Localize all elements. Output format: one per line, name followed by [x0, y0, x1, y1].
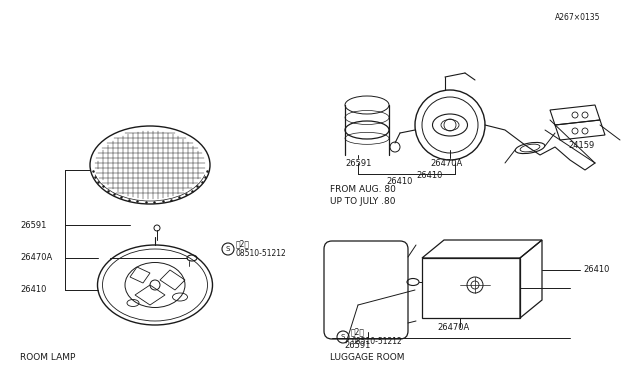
Text: 〈2〉: 〈2〉 — [351, 327, 365, 337]
Text: 26470A: 26470A — [437, 324, 469, 333]
Text: A267×0135: A267×0135 — [555, 13, 600, 22]
Text: 26591: 26591 — [344, 341, 371, 350]
Text: UP TO JULY .80: UP TO JULY .80 — [330, 198, 396, 206]
Text: ROOM LAMP: ROOM LAMP — [20, 353, 76, 362]
Text: 24159: 24159 — [568, 141, 595, 150]
Text: 26410: 26410 — [387, 177, 413, 186]
Text: S: S — [226, 246, 230, 252]
Text: 26591: 26591 — [20, 221, 46, 230]
Text: 26410: 26410 — [583, 266, 609, 275]
Text: 08510-51212: 08510-51212 — [236, 250, 287, 259]
Text: FROM AUG. 80: FROM AUG. 80 — [330, 186, 396, 195]
Text: 〈2〉: 〈2〉 — [236, 240, 250, 248]
Text: 26591: 26591 — [345, 158, 371, 167]
Text: 26410: 26410 — [417, 170, 443, 180]
Text: 26410: 26410 — [20, 285, 46, 295]
Text: 08510-51212: 08510-51212 — [351, 337, 402, 346]
Text: S: S — [341, 334, 345, 340]
Text: 26470A: 26470A — [20, 253, 52, 263]
Text: 26470A: 26470A — [430, 158, 462, 167]
Text: LUGGAGE ROOM: LUGGAGE ROOM — [330, 353, 404, 362]
